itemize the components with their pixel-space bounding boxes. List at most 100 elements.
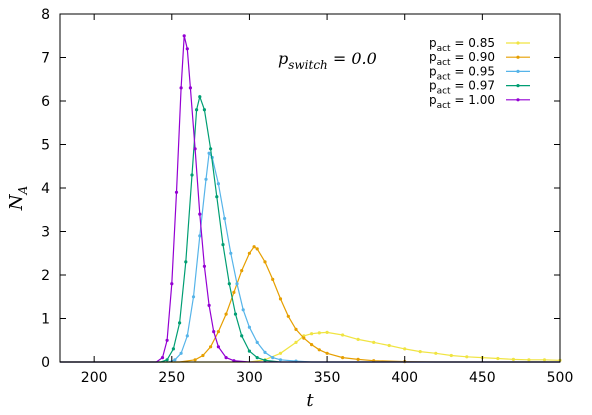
ticks-layer: 200 250 300 350 400 450 500 0 1 2 3 4 5 6 7 8 — [41, 7, 573, 386]
y-tick-label: 0 — [41, 355, 50, 371]
data-point — [170, 282, 174, 286]
data-point — [325, 330, 329, 334]
data-point — [247, 325, 251, 329]
series-layer — [60, 34, 562, 364]
legend-marker — [516, 98, 520, 102]
x-tick-label: 250 — [158, 370, 185, 386]
series-line — [60, 94, 560, 363]
legend-label-main: p — [429, 36, 437, 50]
annotation-sub: switch — [288, 58, 328, 72]
series-5 — [60, 34, 560, 363]
data-point — [212, 330, 216, 334]
data-point — [294, 340, 298, 344]
data-point — [263, 260, 267, 264]
legend-item: pact = 0.97 — [429, 79, 530, 97]
legend-label-sub: act — [437, 87, 451, 97]
y-tick-label: 3 — [41, 225, 50, 241]
data-point — [278, 297, 283, 301]
data-point — [542, 358, 547, 362]
y-tick-label: 1 — [41, 312, 50, 328]
data-point — [465, 355, 469, 359]
legend-label-sub: act — [437, 44, 451, 54]
data-point — [207, 303, 211, 307]
data-point — [286, 314, 290, 318]
legend-label-rest: = 0.95 — [451, 64, 495, 78]
series-4 — [60, 94, 560, 363]
data-point — [188, 86, 192, 90]
data-point — [302, 336, 306, 340]
data-point — [191, 295, 196, 299]
series-3 — [60, 151, 560, 363]
data-point — [198, 212, 202, 216]
data-point — [179, 86, 183, 90]
data-point — [527, 358, 531, 362]
series-line — [60, 245, 560, 363]
data-point — [387, 343, 391, 348]
legend-label-main: p — [429, 64, 437, 78]
data-point — [247, 251, 251, 255]
data-point — [271, 277, 275, 281]
data-point — [372, 340, 376, 344]
data-point — [207, 151, 211, 155]
legend-item: pact = 0.90 — [429, 50, 530, 68]
data-point — [201, 353, 205, 358]
series-line — [60, 35, 560, 363]
legend-label-rest: = 0.97 — [451, 79, 495, 93]
data-point — [184, 260, 188, 264]
data-point — [341, 333, 345, 337]
data-point — [278, 358, 283, 362]
data-point — [232, 290, 236, 294]
data-point — [434, 351, 438, 355]
data-point — [356, 357, 360, 361]
legend-label: pact = 1.00 — [429, 93, 495, 111]
data-point — [223, 216, 227, 221]
data-point — [496, 356, 500, 361]
data-point — [310, 343, 314, 347]
y-axis-label-sub: A — [16, 185, 30, 195]
data-point — [179, 351, 183, 355]
x-tick-label: 200 — [81, 370, 108, 386]
legend-label: pact = 0.85 — [429, 36, 495, 54]
legend-item: pact = 0.85 — [429, 36, 530, 54]
data-point — [317, 331, 321, 335]
data-point — [182, 34, 186, 38]
data-point — [215, 195, 219, 199]
series-line — [60, 151, 560, 363]
x-tick-label: 500 — [547, 370, 574, 386]
legend-label: pact = 0.95 — [429, 64, 495, 82]
legend-item: pact = 0.95 — [429, 64, 530, 82]
data-point — [229, 251, 233, 255]
data-point — [325, 351, 329, 355]
data-point — [185, 334, 189, 338]
data-point — [165, 358, 169, 362]
x-tick-label: 350 — [314, 370, 341, 386]
legend-label-main: p — [429, 93, 437, 107]
legend-label-rest: = 0.85 — [451, 36, 495, 50]
legend-label-rest: = 1.00 — [451, 93, 495, 107]
data-point — [202, 264, 206, 268]
data-point — [216, 330, 220, 334]
data-point — [240, 269, 244, 273]
data-point — [271, 356, 275, 360]
data-point — [278, 351, 283, 355]
data-point — [204, 177, 208, 181]
data-point — [511, 357, 515, 361]
data-point — [216, 345, 220, 349]
x-tick-label: 400 — [391, 370, 418, 386]
annotation-main: p — [278, 49, 288, 68]
data-point — [317, 348, 321, 352]
data-point — [418, 350, 422, 354]
data-point — [216, 182, 220, 186]
y-tick-label: 2 — [41, 268, 50, 284]
data-point — [252, 245, 256, 249]
annotation-rest: = 0.0 — [328, 49, 377, 68]
y-tick-label: 6 — [41, 94, 50, 110]
data-point — [174, 190, 179, 194]
legend-label-main: p — [429, 79, 437, 93]
legend-label-main: p — [429, 50, 437, 64]
data-point — [241, 308, 245, 312]
data-point — [233, 312, 238, 316]
legend-label-sub: act — [437, 101, 451, 111]
